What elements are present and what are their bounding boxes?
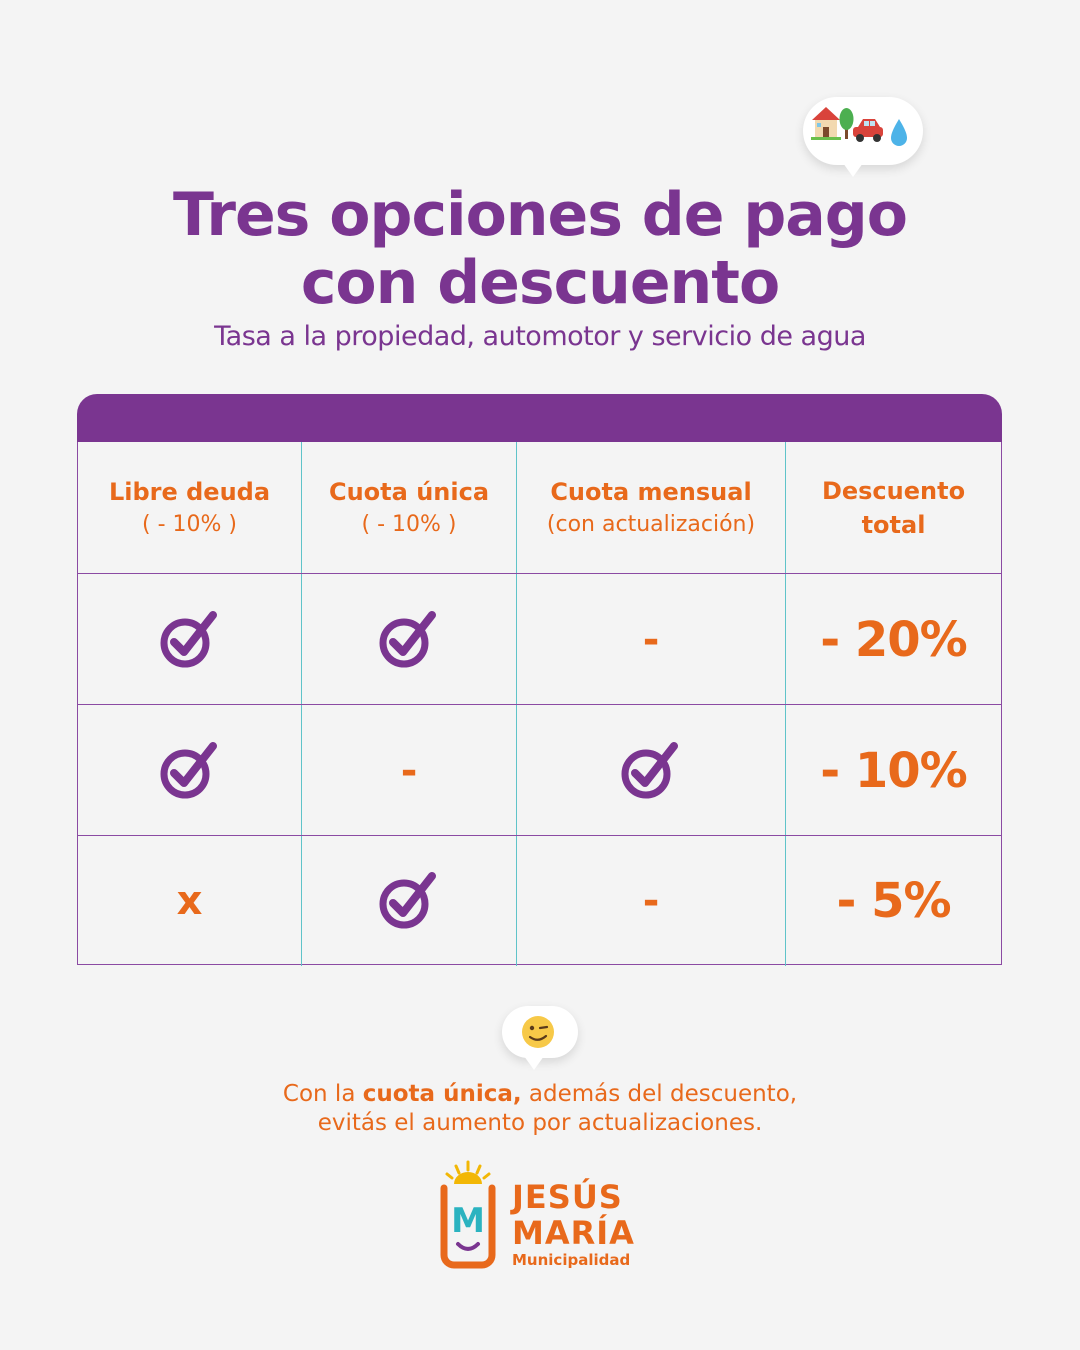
total-discount: - 20% [820,611,968,668]
table-header-bar [77,394,1002,442]
header-label: Libre deuda [108,477,271,506]
table-row: - - 20% [78,573,1001,705]
note-bold: cuota única, [362,1081,522,1107]
check-icon [376,866,442,936]
note-prefix: Con la [282,1081,363,1107]
house-icon [811,107,841,140]
car-icon [853,119,883,142]
table-cell: - 20% [785,574,1001,705]
discount-table: Libre deuda ( - 10% ) Cuota única ( - 10… [77,442,1002,966]
header-sublabel: ( - 10% ) [361,511,457,537]
water-drop-icon [891,119,907,146]
table-cell [301,574,516,705]
emoji-bubble [803,97,923,177]
table-cell: - 5% [785,836,1001,966]
dash-mark: - [642,616,660,663]
table-cell: x [78,836,301,966]
logo-mark-icon: M [440,1160,496,1269]
table-cell [78,705,301,836]
municipality-logo: M JESÚS MARÍA Municipalidad [438,1160,648,1275]
page-title-line2: con descuento [300,248,780,318]
logo-text-line3: Municipalidad [512,1251,631,1269]
svg-text:M: M [451,1201,485,1241]
header-sublabel: ( - 10% ) [142,511,237,537]
table-cell [78,574,301,705]
check-icon [157,605,223,675]
page-title-line1: Tres opciones de pago [173,180,908,250]
dash-mark: - [642,878,660,924]
table-row: x - - 5% [78,835,1001,966]
total-discount: - 10% [820,742,968,799]
note-suffix: además del descuento, [521,1081,798,1107]
header-label-line2: total [861,510,926,539]
table-cell [301,836,516,966]
wink-bubble [502,1006,578,1070]
footer-note: Con la cuota única, además del descuento… [0,1080,1080,1138]
header-cell-cuota-mensual: Cuota mensual (con actualización) [516,442,785,573]
header-sublabel: (con actualización) [546,511,756,537]
table-cell: - 10% [785,705,1001,836]
x-mark: x [176,878,203,924]
wink-emoji-icon [522,1016,554,1048]
table-cell: - [516,836,785,966]
check-icon [376,605,442,675]
logo-text-line2: MARÍA [512,1214,635,1252]
note-line1: Con la cuota única, además del descuento… [0,1080,1080,1109]
page-subtitle: Tasa a la propiedad, automotor y servici… [214,321,866,352]
header-cell-descuento-total: Descuento total [785,442,1001,573]
header-cell-cuota-unica: Cuota única ( - 10% ) [301,442,516,573]
table-header-row: Libre deuda ( - 10% ) Cuota única ( - 10… [78,442,1001,573]
check-icon [618,736,684,806]
tree-icon [839,108,854,139]
header-label: Cuota mensual [550,477,752,506]
table-cell [516,705,785,836]
table-cell: - [301,705,516,836]
note-line2: evitás el aumento por actualizaciones. [317,1110,763,1136]
dash-mark: - [400,747,418,794]
total-discount: - 5% [836,873,951,929]
header-cell-libre-deuda: Libre deuda ( - 10% ) [78,442,301,573]
header-label: Cuota única [328,477,490,506]
table-row: - - 10% [78,704,1001,836]
check-icon [157,736,223,806]
table-cell: - [516,574,785,705]
header-label: Descuento [821,476,966,505]
logo-text-line1: JESÚS [512,1178,623,1216]
